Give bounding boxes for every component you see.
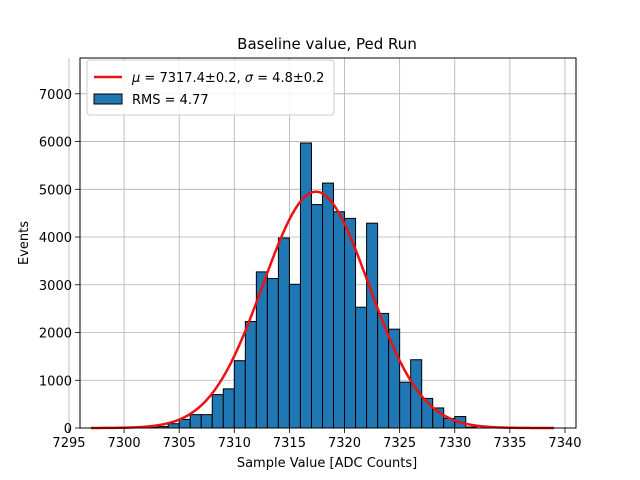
x-tick-label: 7305 <box>163 436 196 451</box>
legend-sigma-symbol: σ <box>245 71 254 86</box>
histogram-bar <box>388 328 401 429</box>
histogram-bar <box>200 414 213 429</box>
histogram-bar <box>344 217 357 429</box>
histogram-bar <box>277 237 290 429</box>
histogram-bar <box>233 360 246 429</box>
y-tick-label: 5000 <box>39 183 72 198</box>
y-tick-label: 7000 <box>39 88 72 103</box>
legend-mu-symbol: μ <box>131 71 140 86</box>
legend-sigma-text: = 4.8±0.2 <box>253 71 324 86</box>
x-tick-label: 7300 <box>108 436 141 451</box>
histogram-bar <box>167 423 180 429</box>
histogram-bar <box>211 394 224 429</box>
histogram-bar <box>178 418 191 429</box>
histogram-bar <box>355 306 368 429</box>
y-tick-label: 1000 <box>39 374 72 389</box>
y-tick-label: 0 <box>64 422 72 437</box>
legend-mu-text: = 7317.4±0.2, <box>140 71 244 86</box>
y-axis-ticks: 0 1000 2000 3000 4000 5000 6000 7000 <box>39 88 80 437</box>
histogram-bar <box>366 222 379 429</box>
histogram-bar <box>266 278 279 429</box>
gaussian-fit <box>91 190 554 430</box>
histogram-bar <box>189 414 202 429</box>
histogram-bar <box>321 182 335 429</box>
x-axis-label: Sample Value [ADC Counts] <box>237 456 417 471</box>
x-tick-label: 7335 <box>493 436 526 451</box>
x-axis-ticks: 7295 7300 7305 7310 7315 7320 7325 7330 7335 7340 <box>52 428 582 451</box>
y-tick-label: 2000 <box>39 327 72 342</box>
plot-frame <box>79 57 577 429</box>
histogram-bars <box>145 142 478 429</box>
x-tick-label: 7340 <box>548 436 581 451</box>
y-tick-label: 6000 <box>39 136 72 151</box>
y-axis-label: Events <box>17 221 32 265</box>
legend-histogram-swatch <box>93 93 123 105</box>
histogram-bar <box>244 321 257 429</box>
histogram-bar <box>299 142 312 429</box>
histogram-bar <box>310 204 323 429</box>
x-tick-label: 7320 <box>328 436 361 451</box>
x-tick-label: 7295 <box>52 436 85 451</box>
x-tick-label: 7325 <box>383 436 416 451</box>
y-tick-label: 4000 <box>39 231 72 246</box>
histogram-bar <box>333 211 346 429</box>
chart-title: Baseline value, Ped Run <box>237 35 417 53</box>
gaussian-fit-curve <box>91 190 554 430</box>
histogram-bar <box>399 381 412 429</box>
y-tick-label: 3000 <box>39 279 72 294</box>
legend-box <box>86 59 335 116</box>
legend: μ = 7317.4±0.2, σ = 4.8±0.2 RMS = 4.77 <box>86 59 335 116</box>
legend-histogram-label: RMS = 4.77 <box>132 93 209 108</box>
histogram-bar <box>222 388 235 429</box>
x-tick-label: 7315 <box>273 436 306 451</box>
histogram-bar <box>288 283 301 429</box>
legend-fit-label: μ = 7317.4±0.2, σ = 4.8±0.2 <box>131 71 324 86</box>
x-tick-label: 7330 <box>438 436 471 451</box>
x-tick-label: 7310 <box>218 436 251 451</box>
